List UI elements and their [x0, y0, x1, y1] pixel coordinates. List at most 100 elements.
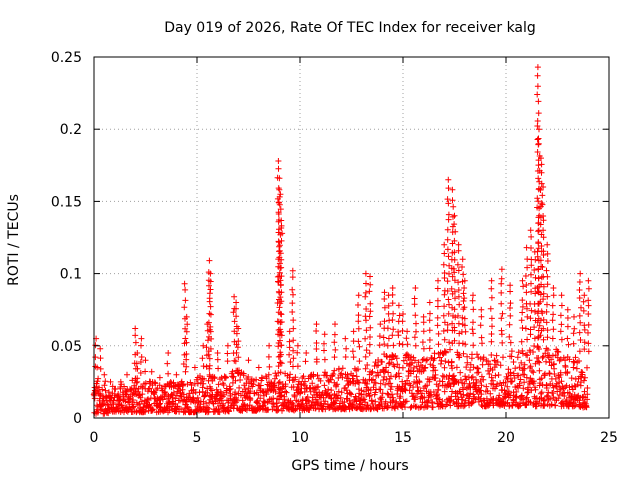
data-point [208, 312, 214, 318]
data-point [445, 196, 451, 202]
data-point [558, 328, 564, 334]
data-point [237, 377, 243, 383]
data-point [215, 366, 221, 372]
data-point [489, 315, 495, 321]
data-point [445, 278, 451, 284]
data-point [528, 234, 534, 240]
data-point [445, 237, 451, 243]
data-point [488, 352, 494, 358]
data-point-peak [499, 266, 505, 272]
data-point [98, 366, 104, 372]
data-point [508, 340, 514, 346]
data-point [541, 291, 547, 297]
data-point [498, 362, 504, 368]
x-axis-label: GPS time / hours [291, 458, 408, 474]
data-point [534, 195, 540, 201]
data-point [181, 304, 187, 310]
data-point [469, 326, 475, 332]
data-point [536, 110, 542, 116]
data-point [461, 298, 467, 304]
data-point [534, 92, 540, 98]
data-point [463, 329, 469, 335]
data-point-peak [489, 278, 495, 284]
data-point [450, 197, 456, 203]
data-point [233, 313, 239, 319]
data-point-peak [207, 271, 213, 277]
data-point [550, 336, 556, 342]
data-point [565, 324, 571, 330]
data-point [199, 355, 205, 361]
data-point [577, 330, 583, 336]
data-point [340, 365, 346, 371]
data-point [427, 337, 433, 343]
data-point [421, 328, 427, 334]
data-point [488, 306, 494, 312]
data-point [235, 344, 241, 350]
data-point [386, 336, 392, 342]
data-point [528, 281, 534, 287]
data-point [445, 297, 451, 303]
data-point-peak [441, 242, 447, 248]
data-point [524, 314, 530, 320]
data-point [570, 365, 576, 371]
data-point [289, 309, 295, 315]
data-point [519, 297, 525, 303]
data-point [403, 335, 409, 341]
data-point-peak [233, 300, 239, 306]
data-point [289, 300, 295, 306]
data-points-peaks [92, 64, 592, 392]
data-point [577, 279, 583, 285]
data-point [133, 340, 139, 346]
data-point [363, 290, 369, 296]
data-point-peak [149, 369, 155, 375]
data-point [528, 245, 534, 251]
data-point [427, 311, 433, 317]
data-point [470, 400, 476, 406]
axis-ticks [94, 57, 609, 418]
data-point [279, 319, 285, 325]
data-point [442, 358, 448, 364]
data-point [456, 302, 462, 308]
data-point [498, 301, 504, 307]
data-point [197, 389, 203, 395]
plot-frame [94, 57, 609, 418]
data-point [509, 348, 515, 354]
data-point [377, 342, 383, 348]
y-tick-labels: 00.050.10.150.20.25 [51, 50, 82, 427]
data-point [207, 363, 213, 369]
data-point-peak [565, 307, 571, 313]
data-point [441, 262, 447, 268]
data-point-peak [400, 311, 406, 317]
data-point [356, 326, 362, 332]
data-point [498, 290, 504, 296]
data-point-peak [367, 274, 373, 280]
data-point [400, 318, 406, 324]
data-point [363, 281, 369, 287]
data-point [535, 228, 541, 234]
data-point [571, 330, 577, 336]
data-point [506, 334, 512, 340]
data-point [498, 315, 504, 321]
data-point [332, 354, 338, 360]
data-point [584, 365, 590, 371]
data-point [295, 363, 301, 369]
data-point [208, 304, 214, 310]
data-point [461, 285, 467, 291]
data-point [436, 331, 442, 337]
data-point [435, 315, 441, 321]
data-point [467, 367, 473, 373]
data-point [489, 295, 495, 301]
data-point [430, 404, 436, 410]
x-tick-label: 0 [90, 430, 99, 446]
data-point [92, 354, 98, 360]
y-tick-label: 0.2 [60, 122, 82, 138]
data-point-peak [97, 346, 103, 352]
x-tick-label: 25 [600, 430, 618, 446]
data-point [476, 369, 482, 375]
data-point [442, 270, 448, 276]
data-point [571, 326, 577, 332]
data-point [206, 269, 212, 275]
data-point [523, 326, 529, 332]
data-point [390, 311, 396, 317]
data-point [500, 354, 506, 360]
